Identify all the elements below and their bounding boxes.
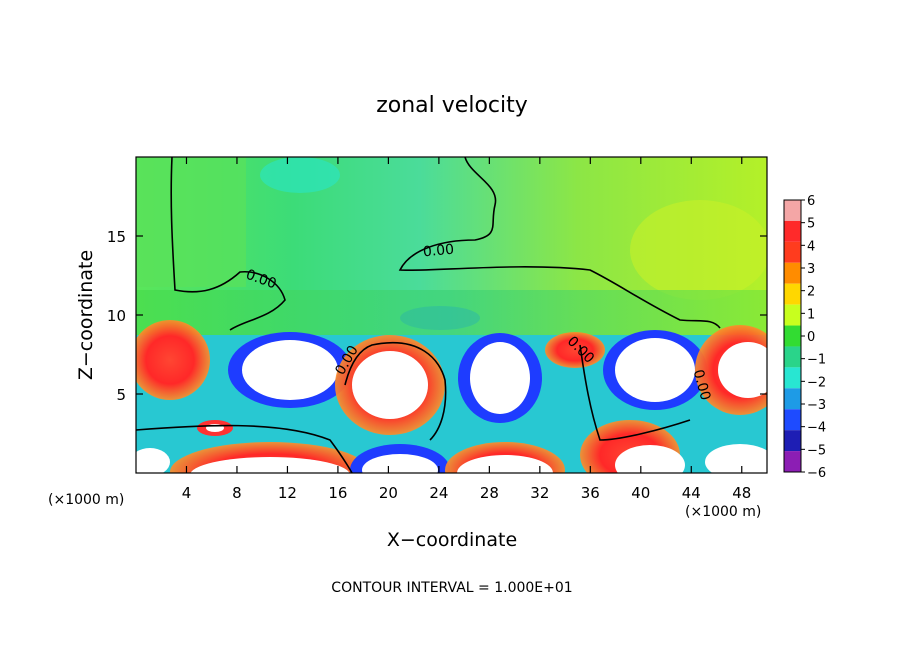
colorbar-swatch	[784, 304, 801, 326]
y-tick-label: 15	[107, 228, 126, 246]
colorbar-swatch	[784, 200, 801, 221]
colorbar-label: −6	[807, 466, 826, 481]
x-unit-note-left: (×1000 m)	[48, 492, 124, 508]
velocity-field	[136, 157, 767, 473]
colorbar-label: −4	[807, 421, 826, 436]
chart-title: zonal velocity	[376, 93, 528, 118]
colorbar-label: −5	[807, 443, 826, 458]
colorbar-swatch	[784, 409, 801, 431]
colorbar: 6 5 4 3 2 1 0 −1 −2 −3 −4 −5 −6	[783, 194, 826, 481]
contour-label: 0.00	[690, 368, 714, 402]
x-tick-label: 16	[328, 484, 347, 502]
colorbar-swatch	[784, 367, 801, 389]
colorbar-swatch	[784, 262, 801, 284]
colorbar-label: 3	[807, 262, 815, 277]
colorbar-swatch	[784, 241, 801, 263]
colorbar-label: 1	[807, 307, 815, 322]
x-tick-label: 8	[232, 484, 242, 502]
x-tick-label: 28	[480, 484, 499, 502]
x-tick-label: 12	[278, 484, 297, 502]
colorbar-swatch	[784, 220, 801, 242]
contour-lines	[136, 157, 721, 473]
colorbar-swatch	[784, 346, 801, 368]
colorbar-swatch	[784, 430, 801, 452]
x-unit-note-right: (×1000 m)	[685, 504, 761, 520]
colorbar-label: 4	[807, 239, 815, 254]
x-tick-label: 44	[682, 484, 701, 502]
colorbar-swatch	[784, 451, 801, 472]
x-tick-label: 32	[530, 484, 549, 502]
colorbar-swatch	[784, 325, 801, 347]
x-tick-label: 40	[631, 484, 650, 502]
colorbar-label: 5	[807, 217, 815, 232]
x-tick-label: 4	[182, 484, 192, 502]
x-tick-label: 36	[581, 484, 600, 502]
colorbar-swatch	[784, 283, 801, 305]
y-tick-label: 5	[116, 386, 126, 404]
x-axis-label: X−coordinate	[387, 529, 517, 551]
colorbar-label: −2	[807, 375, 826, 390]
colorbar-label: 2	[807, 285, 815, 300]
y-tick-label: 10	[107, 307, 126, 325]
colorbar-label: 0	[807, 330, 815, 345]
y-axis-label: Z−coordinate	[75, 250, 97, 380]
contour-label: 0.00	[422, 242, 454, 261]
colorbar-label: 6	[807, 194, 815, 209]
x-tick-label: 24	[429, 484, 448, 502]
x-tick-label: 48	[732, 484, 751, 502]
contour-interval-note: CONTOUR INTERVAL = 1.000E+01	[331, 580, 572, 596]
x-tick-label: 20	[379, 484, 398, 502]
colorbar-label: −1	[807, 353, 826, 368]
colorbar-label: −3	[807, 398, 826, 413]
colorbar-swatch	[784, 388, 801, 410]
